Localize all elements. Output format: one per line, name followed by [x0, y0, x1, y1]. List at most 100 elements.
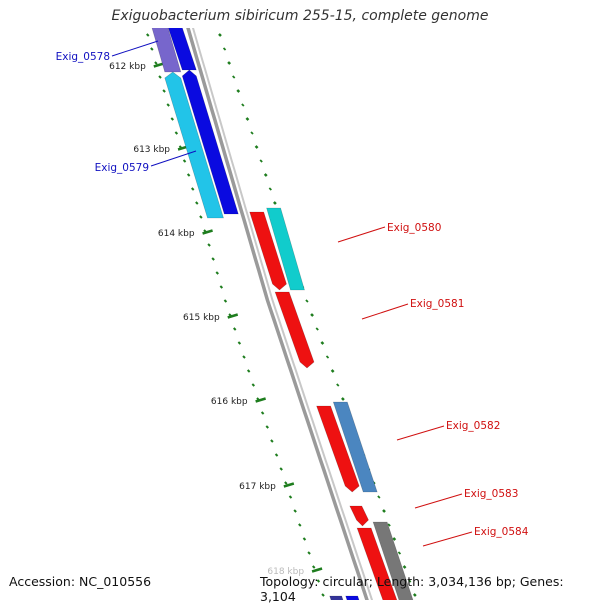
tick-dot [251, 383, 256, 387]
tick-dot [260, 411, 265, 415]
gene-label-exig-0579[interactable]: Exig_0579 [95, 162, 149, 174]
tick-label-614: 614 kbp [158, 229, 195, 239]
guide-dot [222, 47, 227, 51]
tick-dot [154, 61, 158, 65]
gene-label-exig-0582[interactable]: Exig_0582 [446, 420, 500, 432]
guide-dot [232, 75, 236, 79]
tick-dot [321, 593, 325, 597]
tick-dot [242, 355, 246, 359]
tick-dot [215, 271, 219, 275]
guide-dot [412, 593, 417, 597]
tick-dot [170, 117, 174, 121]
feature-bar-exig-0579 [164, 71, 224, 219]
genome-backbone [186, 28, 374, 600]
gene-label-exig-0584[interactable]: Exig_0584 [474, 526, 529, 538]
tick-mark-617 [283, 482, 295, 488]
tick-dot [207, 243, 211, 247]
tick-label-618: 618 kbp [267, 567, 304, 577]
tick-dot [307, 551, 311, 555]
guide-dot [305, 299, 309, 303]
tick-dot [312, 565, 316, 569]
accession-text: Accession: NC_010556 [9, 574, 152, 589]
guide-dot [273, 201, 277, 205]
gene-label-exig-0580[interactable]: Exig_0580 [387, 222, 441, 234]
tick-dot [256, 397, 260, 401]
guide-dot [341, 397, 345, 401]
tick-dot [246, 369, 251, 373]
tick-dot [211, 257, 215, 261]
leader-exig-0582 [396, 425, 445, 441]
guide-dot [236, 89, 241, 93]
tick-dot [199, 215, 203, 219]
leader-exig-0583 [414, 493, 463, 509]
tick-label-613: 613 kbp [133, 145, 170, 155]
feature-bar-exig-0582 [316, 405, 360, 493]
guide-dot [241, 103, 245, 107]
guide-dot [263, 173, 268, 177]
tick-label-615: 615 kbp [183, 313, 220, 323]
guide-dot [320, 341, 325, 345]
tick-dot [228, 313, 232, 317]
tick-track: 612 kbp 613 kbp 614 kbp 615 kbp 616 kbp 617 k… [109, 62, 323, 577]
tick-dot [182, 159, 187, 163]
gene-label-exig-0581[interactable]: Exig_0581 [410, 298, 464, 310]
tick-dot [191, 187, 195, 191]
tick-dot [146, 33, 150, 37]
gene-label-exig-0578[interactable]: Exig_0578 [56, 51, 110, 63]
genome-title: Exiguobacterium sibiricum 255-15, comple… [111, 8, 489, 24]
guide-dot [254, 145, 259, 149]
feature-bar-exig-0582-alt [332, 401, 378, 493]
feature-track [151, 28, 414, 600]
tick-dot [166, 103, 170, 107]
tick-mark-614 [202, 229, 213, 235]
tick-dot [293, 509, 297, 513]
tick-dot [265, 425, 269, 429]
tick-dot [223, 299, 228, 303]
tick-dot [219, 285, 224, 289]
feature-bar-exig-0578-pale [151, 28, 182, 73]
feature-bar-exig-0583 [349, 505, 369, 527]
guide-dot [336, 383, 340, 387]
leader-exig-0579 [150, 150, 197, 167]
tick-dot [186, 173, 191, 177]
tick-dot [174, 131, 179, 135]
guide-dot [377, 495, 381, 499]
feature-bar-exig-0580 [249, 211, 287, 291]
guide-dot [245, 117, 250, 121]
tick-dot [158, 75, 162, 79]
guide-dot [250, 131, 254, 135]
tick-dot [274, 453, 279, 457]
tick-dot [162, 89, 166, 93]
guide-dot [402, 565, 407, 569]
guide-dot [259, 159, 263, 163]
feature-bar-next-forward [345, 595, 360, 600]
leader-exig-0578 [111, 40, 159, 57]
tick-mark-615 [227, 313, 239, 319]
tick-dot [233, 327, 237, 331]
tick-mark-618 [311, 567, 323, 573]
guide-dot [218, 33, 222, 37]
tick-dot [298, 523, 302, 527]
gene-labels: Exig_0578 Exig_0579 Exig_0580 Exig_0581 Exig… [56, 40, 529, 547]
tick-dot [203, 229, 207, 233]
tick-label-617: 617 kbp [239, 482, 276, 492]
tick-dot [284, 481, 288, 485]
tick-dot [195, 201, 199, 205]
tick-dot [316, 579, 321, 583]
leader-exig-0584 [422, 531, 473, 547]
tick-mark-616 [255, 397, 266, 403]
guide-dot [227, 61, 232, 65]
feature-bar-next-forward-pale [329, 595, 344, 600]
guide-dot [392, 537, 397, 541]
tick-dot [150, 47, 154, 51]
feature-bar-exig-0584-alt [372, 521, 414, 600]
tick-dot [237, 341, 242, 345]
guide-dot [408, 579, 412, 583]
guide-dot [310, 313, 314, 317]
leader-exig-0580 [337, 226, 386, 243]
leader-exig-0581 [361, 303, 409, 320]
backbone-line-outer [186, 28, 369, 600]
feature-bar-exig-0579-strand [181, 69, 239, 215]
gene-label-exig-0583[interactable]: Exig_0583 [464, 488, 518, 500]
